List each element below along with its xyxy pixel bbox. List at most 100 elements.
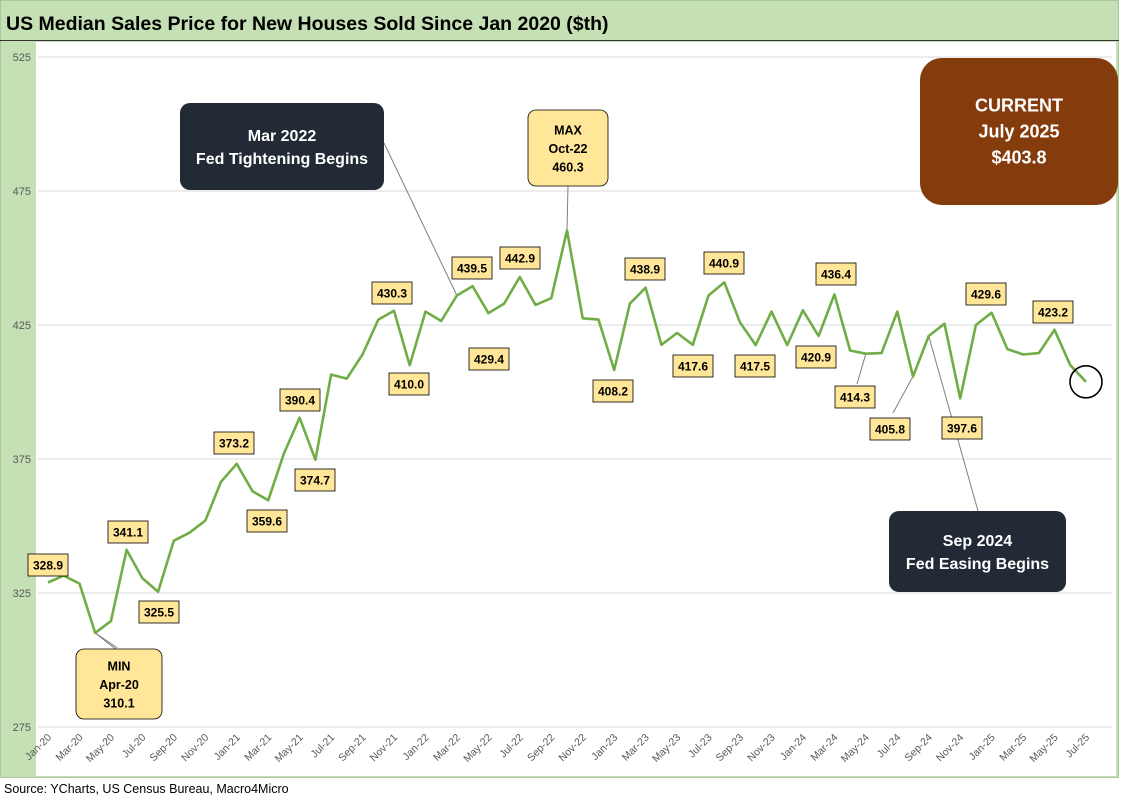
x-tick-label: Jan-23 [589,732,620,763]
x-tick-label: Mar-20 [54,732,86,764]
data-label-box [1032,300,1074,324]
current-point-marker [1069,365,1103,399]
max-callout-text: 460.3 [552,161,583,175]
y-tick-label: 325 [13,588,31,600]
y-tick-label: 275 [13,722,31,734]
x-tick-label: Jul-21 [308,732,337,761]
tightening-callout-text: Fed Tightening Begins [196,151,368,168]
x-tick-label: Mar-24 [808,732,840,764]
data-label-box [815,262,857,286]
min-callout-text: 310.1 [103,697,134,711]
x-tick-label: May-23 [650,732,683,765]
max-leader-line [566,185,569,231]
x-tick-label: Sep-20 [148,732,181,765]
x-tick-label: Jul-24 [875,732,904,761]
x-tick-label: Mar-25 [997,732,1029,764]
tightening-callout-text: Mar 2022 [248,128,317,145]
x-tick-label: Sep-24 [902,732,935,765]
data-label: 414.3 [840,391,870,405]
data-label-box [371,281,413,305]
data-label: 440.9 [709,257,739,271]
data-label-box [468,347,510,371]
min-callout-box [75,648,163,720]
data-label-box [107,520,149,544]
x-tick-label: Nov-22 [556,732,589,765]
data-label: 436.4 [821,268,851,282]
current-callout-box [920,58,1118,205]
easing-callout-text: Fed Easing Begins [906,556,1049,573]
data-label: 405.8 [875,423,905,437]
data-label-box [294,468,336,492]
x-tick-label: Jan-24 [778,732,809,763]
data-label-box [27,553,69,577]
x-tick-label: Nov-21 [368,732,401,765]
x-tick-label: Mar-22 [431,732,463,764]
data-label-box [388,372,430,396]
tightening-callout-box [180,103,384,190]
x-tick-label: Jan-21 [212,732,243,763]
x-tick-label: Sep-23 [714,732,747,765]
data-label-box [592,379,634,403]
y-tick-label: 425 [13,320,31,332]
y-tick-label: 525 [13,52,31,64]
title-divider [0,40,1119,41]
data-label: 438.9 [630,263,660,277]
label-leader-line [94,632,118,649]
data-label: 417.6 [678,360,708,374]
data-label: 390.4 [285,394,315,408]
x-tick-label: May-20 [84,732,117,765]
x-tick-label: May-22 [461,732,494,765]
current-callout-text: $403.8 [991,148,1046,168]
data-label: 408.2 [598,385,628,399]
data-label: 374.7 [300,474,330,488]
data-label: 397.6 [947,422,977,436]
data-label: 410.0 [394,378,424,392]
data-label: 439.5 [457,262,487,276]
x-tick-label: Mar-23 [620,732,652,764]
x-tick-label: Nov-24 [934,732,967,765]
tightening-leader-line [383,142,458,296]
data-label: 420.9 [801,351,831,365]
min-callout-text: MIN [108,660,131,674]
data-label-box [941,416,983,440]
y-tick-label: 375 [13,454,31,466]
data-label-box [624,257,666,281]
data-label: 429.4 [474,353,504,367]
data-label-box [672,354,714,378]
max-callout-box [527,109,609,187]
current-callout-text: July 2025 [978,122,1059,142]
current-callout-text: CURRENT [975,96,1063,116]
x-tick-label: May-21 [273,732,306,765]
min-callout-text: Apr-20 [99,678,139,692]
x-tick-label: May-24 [839,732,872,765]
data-label-box [138,600,180,624]
data-label: 423.2 [1038,306,1068,320]
easing-callout-text: Sep 2024 [943,533,1012,550]
x-tick-label: Mar-21 [242,732,274,764]
x-tick-label: Nov-20 [179,732,212,765]
label-leader-line [892,376,914,414]
data-label-box [279,388,321,412]
price-series-line [47,229,1087,635]
x-tick-label: May-25 [1027,732,1060,765]
data-label: 341.1 [113,526,143,540]
chart-title: US Median Sales Price for New Houses Sol… [6,13,609,35]
x-tick-label: Jul-23 [686,732,715,761]
data-label: 373.2 [219,437,249,451]
x-tick-label: Nov-23 [745,732,778,765]
x-tick-label: Sep-22 [525,732,558,765]
data-label-box [795,345,837,369]
data-label-box [213,431,255,455]
data-label-box [965,282,1007,306]
data-label: 429.6 [971,288,1001,302]
data-label: 430.3 [377,287,407,301]
data-label: 442.9 [505,252,535,266]
data-label-box [834,385,876,409]
x-tick-label: Jul-20 [120,732,149,761]
data-label: 328.9 [33,559,63,573]
x-tick-label: Jan-25 [967,732,998,763]
data-label: 417.5 [740,360,770,374]
x-tick-label: Jul-22 [497,732,526,761]
x-tick-label: Sep-21 [336,732,369,765]
source-note: Source: YCharts, US Census Bureau, Macro… [4,782,289,796]
